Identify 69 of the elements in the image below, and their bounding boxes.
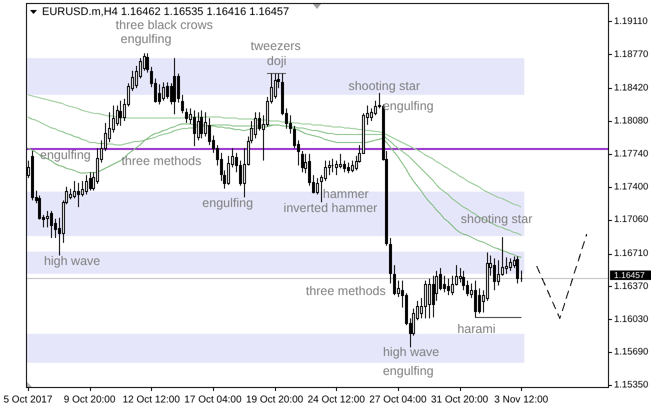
line-series [536,234,588,319]
candlestick [347,162,350,174]
annotation: tweezers [250,39,301,53]
chart-title: EURUSD.m,H4 1.16462 1.16535 1.16416 1.16457 [42,6,290,18]
candlestick [474,280,477,318]
candlestick [516,256,519,284]
candlestick [181,94,184,114]
x-tick-label: 12 Oct 12:00 [122,394,180,406]
candlestick [447,278,450,296]
y-tick-label: 1.18080 [614,116,648,127]
y-tick-label: 1.19110 [614,16,648,27]
candlestick [85,174,88,196]
candlestick [89,172,92,192]
candlestick [200,110,203,139]
y-tick-label: 1.15350 [614,380,648,391]
candlestick [428,278,431,319]
candlestick [389,238,392,284]
annotation: harami [457,322,496,336]
y-tick-label: 1.18770 [614,48,648,60]
x-tick-label: 27 Oct 04:00 [369,394,428,406]
y-tick-label: 1.16710 [614,248,648,260]
candlestick [301,150,304,173]
annotation: shooting star [348,79,420,93]
x-tick-label: 5 Oct 2017 [3,394,53,406]
y-tick-label: 1.17400 [614,181,648,192]
x-tick-label: 17 Oct 04:00 [184,394,242,406]
candlestick [274,73,277,100]
candlestick [432,275,435,318]
candlestick [146,52,149,74]
candlestick [31,150,34,201]
candlestick [424,280,427,319]
annotation: high wave [44,254,100,268]
annotation: doji [266,54,286,68]
annotation: three black crows [116,18,213,32]
y-tick-label: 1.17740 [614,148,648,160]
x-tick-label: 9 Oct 20:00 [64,394,116,406]
y-tick-label: 1.18420 [614,82,648,94]
annotation: three methods [306,284,386,298]
annotation: engulfing [382,99,434,113]
annotation: engulfing [382,364,434,378]
x-tick-label: 19 Oct 20:00 [246,394,304,406]
y-tick-label: 1.17060 [614,214,648,226]
annotation: hammer [322,187,369,201]
y-tick-label: 1.16370 [614,280,648,292]
ref-line-label: 1.16457 [614,270,645,280]
annotation: engulfing [120,32,172,46]
candlestick [331,158,334,173]
x-tick-label: 24 Oct 12:00 [308,394,366,406]
candlestick [351,160,354,173]
candlestick [50,210,53,239]
annotation: inverted hammer [284,201,378,215]
candlestick [185,108,188,124]
y-tick-label: 1.15690 [614,346,648,358]
x-tick-label: 3 Nov 12:00 [494,394,549,406]
candlestick [509,258,512,272]
candlestick [119,100,122,126]
candlestick [162,82,165,102]
annotation: engulfing [40,148,91,162]
candlestick [393,264,396,296]
x-tick-label: 31 Oct 20:00 [430,394,489,406]
candlestick [173,58,176,115]
annotation: three methods [121,154,202,168]
candlestick [316,178,319,196]
candlestick [193,110,196,147]
y-tick-label: 1.16030 [614,314,648,325]
annotation: engulfing [202,196,254,210]
candlestick [77,182,80,208]
annotation: high wave [382,345,440,359]
candlestick [493,258,496,291]
